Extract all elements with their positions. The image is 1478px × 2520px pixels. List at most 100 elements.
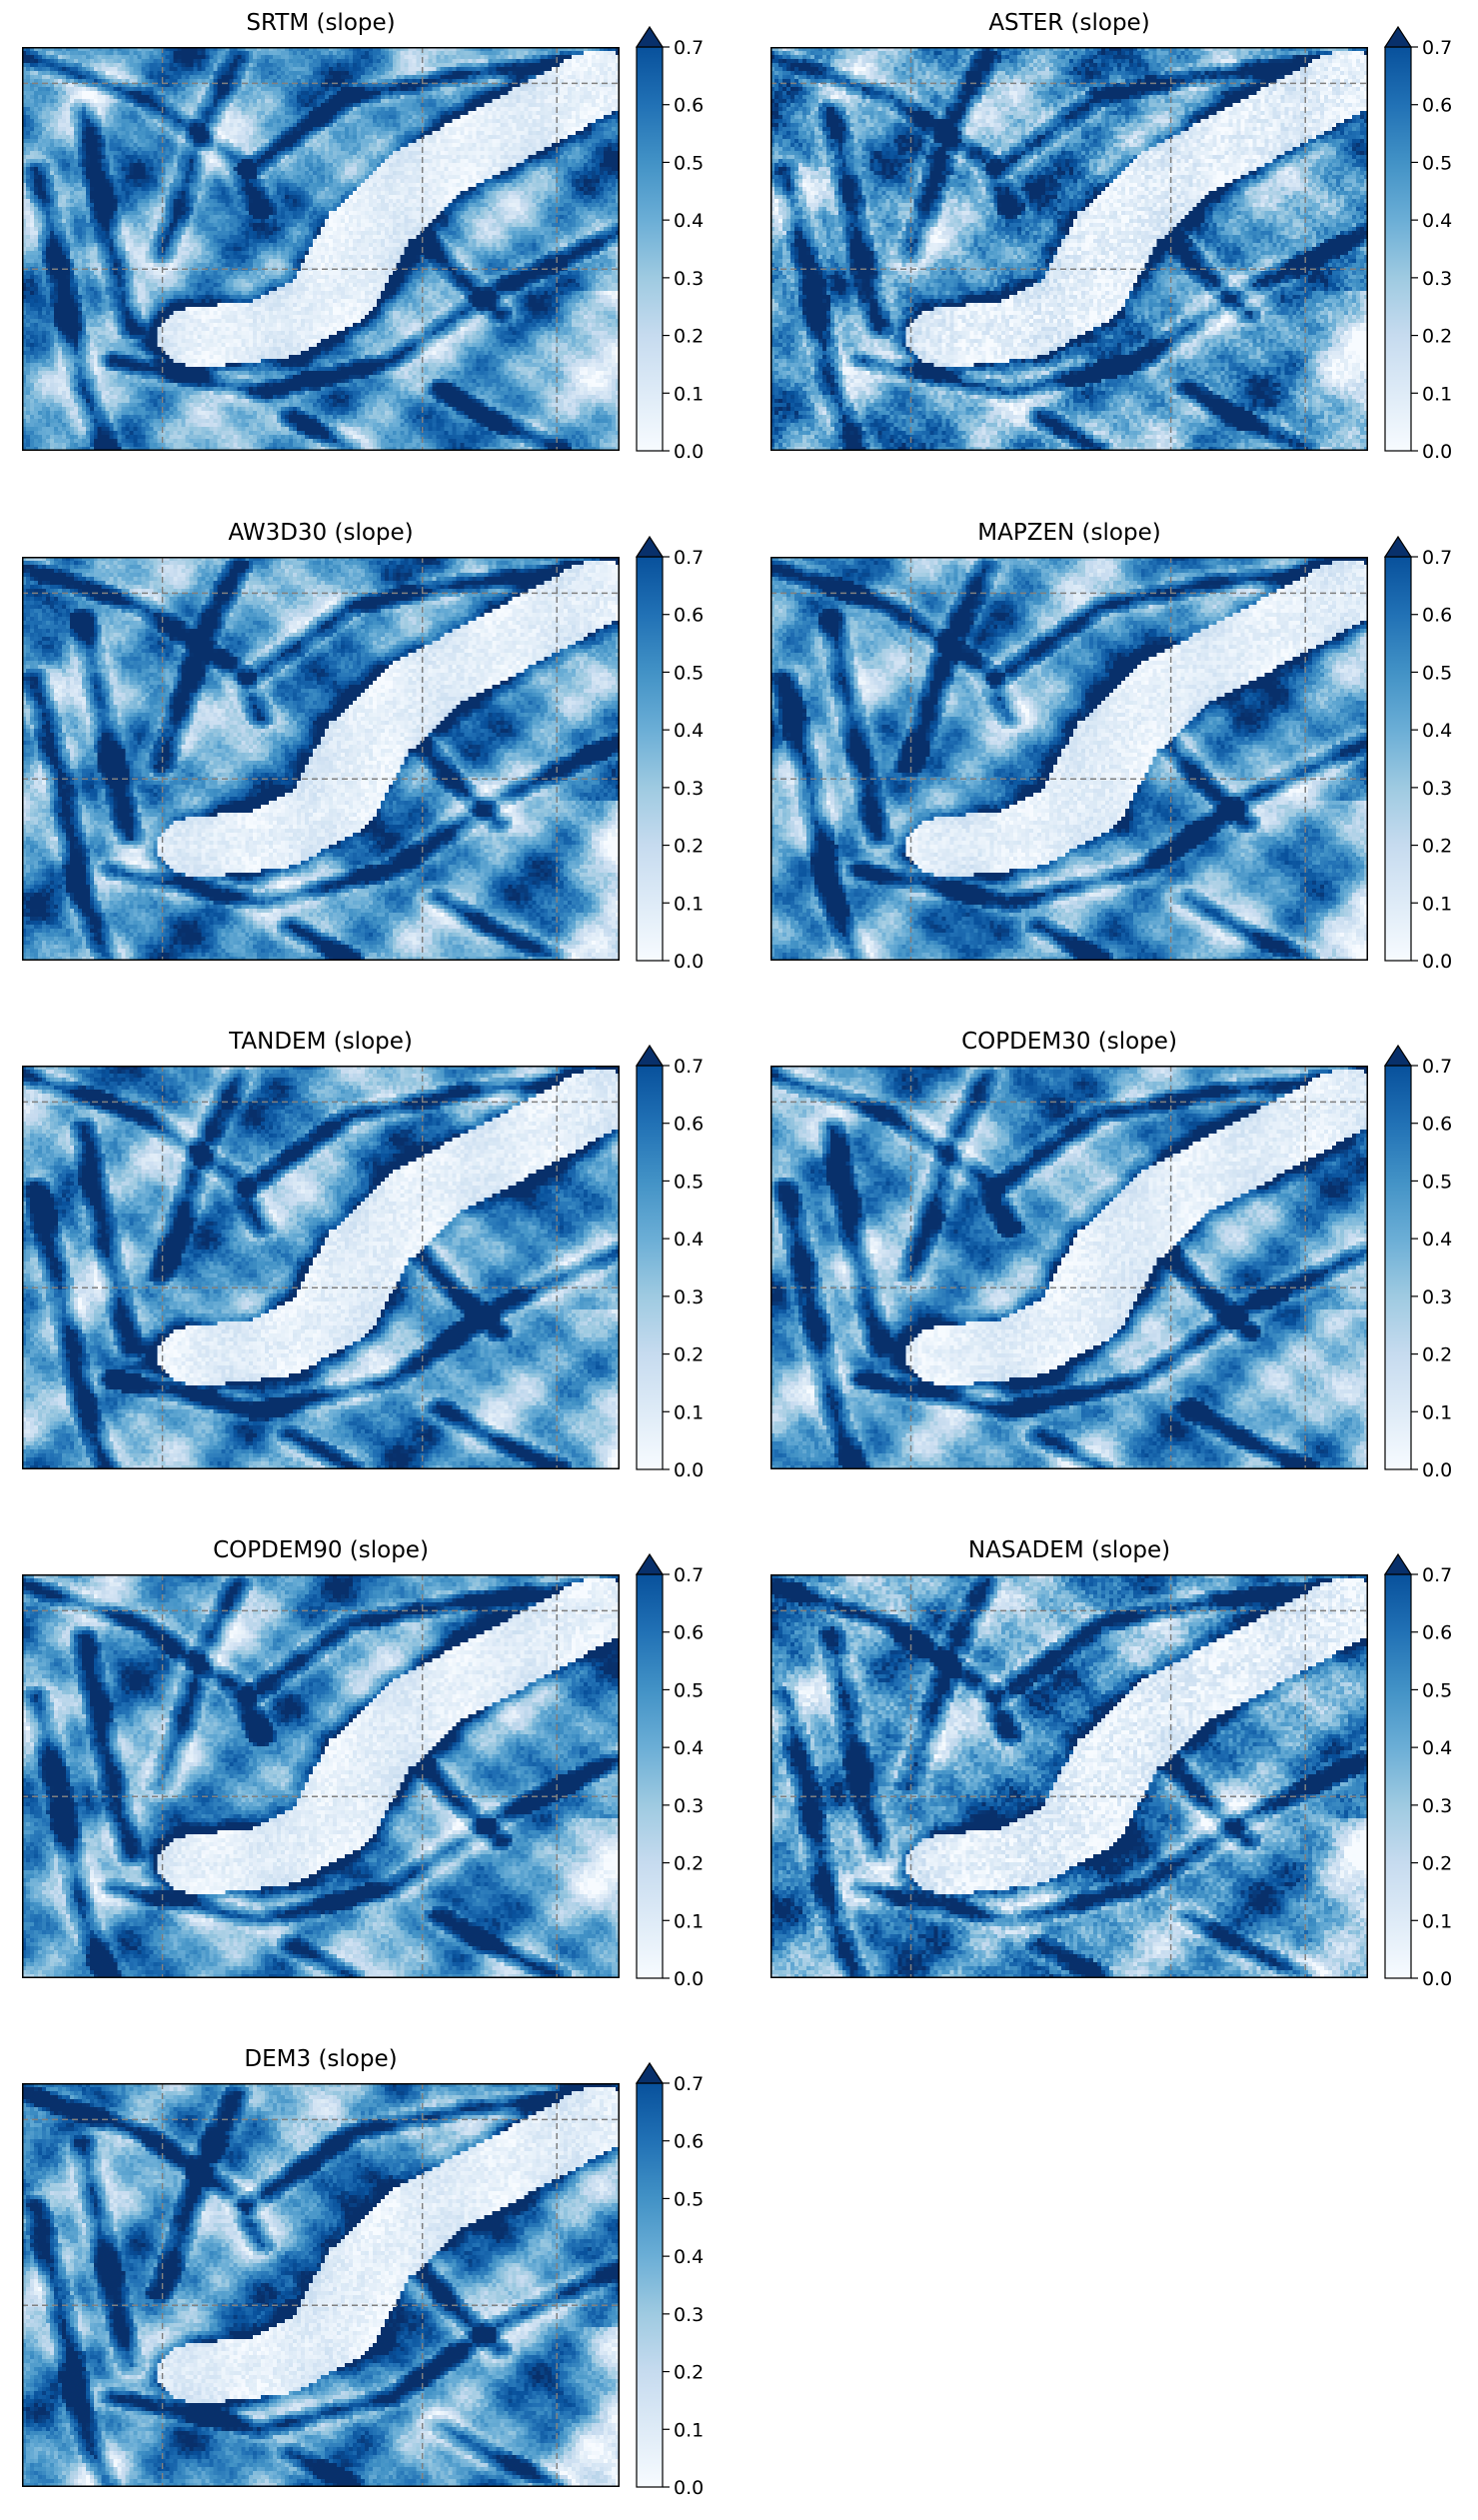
- colorbar: 0.0 0.1 0.2 0.3 0.4 0.5 0.6 0.7: [636, 2061, 704, 2499]
- colorbar: 0.0 0.1 0.2 0.3 0.4 0.5 0.6 0.7: [636, 1552, 704, 1990]
- map-frame: [22, 557, 620, 961]
- colorbar-tick-label: 0.2: [674, 1853, 704, 1875]
- colorbar-tick-label: 0.5: [674, 1679, 704, 1701]
- colorbar-tick-label: 0.6: [1422, 605, 1452, 627]
- slope-panel: COPDEM90 (slope) 0.0 0.1 0.2 0.3 0.4 0.5 0.6 0.7: [22, 1537, 704, 1990]
- slope-panel: ASTER (slope) 0.0 0.1 0.2 0.3 0.4 0.5 0.6 0.7: [770, 10, 1452, 463]
- colorbar-tick-label: 0.7: [674, 547, 704, 569]
- panel-title: MAPZEN (slope): [977, 520, 1161, 546]
- panel-title: AW3D30 (slope): [228, 520, 414, 546]
- colorbar-tick-label: 0.4: [674, 720, 704, 742]
- slope-heatmap: [22, 1066, 620, 1469]
- colorbar-tick-label: 0.3: [1422, 1795, 1452, 1817]
- colorbar-tick-label: 0.7: [674, 1056, 704, 1078]
- map-overlay: [22, 1574, 620, 1978]
- colorbar-tick-label: 0.5: [1422, 1679, 1452, 1701]
- panel-title: COPDEM30 (slope): [961, 1029, 1177, 1055]
- colorbar-tick-label: 0.3: [674, 2304, 704, 2326]
- slope-heatmap: [770, 1066, 1368, 1469]
- map-frame: [770, 1066, 1368, 1469]
- colorbar-tick-label: 0.5: [674, 662, 704, 684]
- slope-heatmap: [770, 557, 1368, 961]
- colorbar-tick-label: 0.6: [1422, 1114, 1452, 1136]
- map-frame: [770, 1574, 1368, 1978]
- colorbar-gradient: [1384, 556, 1412, 962]
- colorbar-tick-label: 0.1: [674, 893, 704, 915]
- colorbar-tick-label: 0.0: [1422, 1968, 1452, 1990]
- colorbar-tick-label: 0.7: [1422, 37, 1452, 59]
- map-overlay: [22, 2083, 620, 2487]
- colorbar-tick-label: 0.4: [1422, 210, 1452, 232]
- colorbar-gradient: [636, 2082, 664, 2488]
- map-overlay: [770, 47, 1368, 451]
- colorbar-tick-label: 0.0: [1422, 951, 1452, 973]
- panel-title: ASTER (slope): [988, 10, 1150, 36]
- colorbar-tick-label: 0.1: [1422, 1910, 1452, 1932]
- panel-title: DEM3 (slope): [244, 2046, 398, 2072]
- colorbar-extend-max-arrow: [1384, 1044, 1413, 1067]
- colorbar-extend-max-arrow: [1384, 535, 1413, 558]
- colorbar: 0.0 0.1 0.2 0.3 0.4 0.5 0.6 0.7: [636, 1044, 704, 1481]
- slope-heatmap: [22, 2083, 620, 2487]
- colorbar-tick-label: 0.2: [674, 1344, 704, 1366]
- map-overlay: [770, 1574, 1368, 1978]
- colorbar-tick-label: 0.5: [674, 152, 704, 174]
- colorbar-tick-label: 0.0: [674, 2477, 704, 2499]
- colorbar-tick-label: 0.6: [674, 1622, 704, 1644]
- colorbar-tick-label: 0.2: [674, 326, 704, 348]
- colorbar-tick-label: 0.2: [674, 2362, 704, 2384]
- map-overlay: [770, 1066, 1368, 1469]
- map-overlay: [770, 557, 1368, 961]
- colorbar-tick-label: 0.7: [674, 37, 704, 59]
- colorbar: 0.0 0.1 0.2 0.3 0.4 0.5 0.6 0.7: [1384, 1044, 1452, 1481]
- colorbar-gradient: [1384, 1065, 1412, 1470]
- map-frame: [22, 2083, 620, 2487]
- map-overlay: [22, 557, 620, 961]
- colorbar-tick-label: 0.1: [674, 1910, 704, 1932]
- map-frame: [22, 1066, 620, 1469]
- map-overlay: [22, 1066, 620, 1469]
- slope-heatmap: [22, 557, 620, 961]
- slope-panel: COPDEM30 (slope) 0.0 0.1 0.2 0.3 0.4 0.5 0.6 0.7: [770, 1029, 1452, 1481]
- colorbar-extend-max-arrow: [1384, 25, 1413, 48]
- colorbar: 0.0 0.1 0.2 0.3 0.4 0.5 0.6 0.7: [636, 535, 704, 973]
- colorbar-tick-label: 0.0: [674, 1968, 704, 1990]
- colorbar-tick-label: 0.6: [674, 95, 704, 117]
- colorbar-tick-label: 0.4: [674, 210, 704, 232]
- map-frame: [770, 47, 1368, 451]
- slope-panel: MAPZEN (slope) 0.0 0.1 0.2 0.3 0.4 0.5 0.6 0.7: [770, 520, 1452, 973]
- colorbar-tick-label: 0.7: [674, 1564, 704, 1586]
- colorbar-tick-label: 0.6: [1422, 1622, 1452, 1644]
- map-frame: [770, 557, 1368, 961]
- panel-title: SRTM (slope): [246, 10, 396, 36]
- map-frame: [22, 47, 620, 451]
- colorbar-tick-label: 0.7: [1422, 1056, 1452, 1078]
- colorbar-tick-label: 0.4: [674, 2246, 704, 2268]
- colorbar-extend-max-arrow: [636, 535, 665, 558]
- slope-panel: NASADEM (slope) 0.0 0.1 0.2 0.3 0.4 0.5 0.6 0.7: [770, 1537, 1452, 1990]
- colorbar-tick-label: 0.0: [674, 441, 704, 463]
- colorbar-tick-label: 0.1: [1422, 893, 1452, 915]
- colorbar-tick-label: 0.3: [674, 1795, 704, 1817]
- colorbar-extend-max-arrow: [636, 1552, 665, 1575]
- colorbar-gradient: [1384, 46, 1412, 452]
- colorbar-tick-label: 0.6: [674, 605, 704, 627]
- colorbar-extend-max-arrow: [636, 2061, 665, 2084]
- map-frame: [22, 1574, 620, 1978]
- colorbar-tick-label: 0.7: [1422, 1564, 1452, 1586]
- colorbar-extend-max-arrow: [1384, 1552, 1413, 1575]
- colorbar-gradient: [636, 46, 664, 452]
- colorbar-tick-label: 0.2: [674, 836, 704, 858]
- slope-panel: DEM3 (slope) 0.0 0.1 0.2 0.3 0.4 0.5 0.6 0.7: [22, 2046, 704, 2499]
- colorbar-tick-label: 0.2: [1422, 1344, 1452, 1366]
- colorbar-tick-label: 0.3: [1422, 1286, 1452, 1308]
- colorbar-tick-label: 0.0: [674, 951, 704, 973]
- panel-title: NASADEM (slope): [967, 1537, 1171, 1563]
- colorbar-tick-label: 0.6: [674, 2131, 704, 2153]
- colorbar-tick-label: 0.2: [1422, 836, 1452, 858]
- colorbar: 0.0 0.1 0.2 0.3 0.4 0.5 0.6 0.7: [1384, 25, 1452, 463]
- slope-heatmap: [770, 47, 1368, 451]
- colorbar-tick-label: 0.3: [674, 778, 704, 800]
- colorbar-tick-label: 0.1: [674, 2419, 704, 2441]
- slope-panel: SRTM (slope) 0.0 0.1 0.2 0.3 0.4 0.5 0.6 0.7: [22, 10, 704, 463]
